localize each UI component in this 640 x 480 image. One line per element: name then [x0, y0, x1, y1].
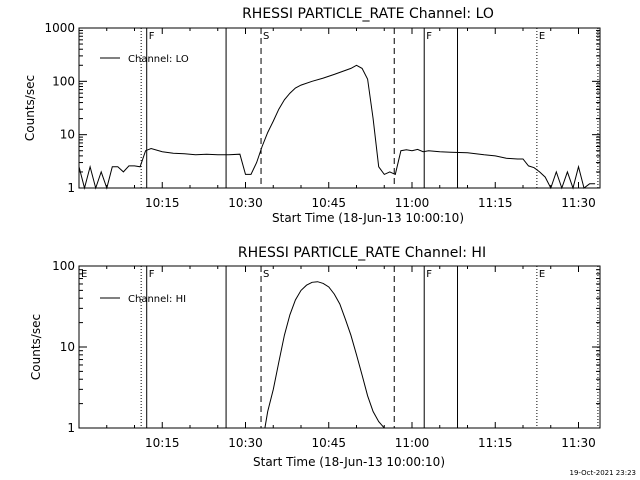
chart-title-lo: RHESSI PARTICLE_RATE Channel: LO [242, 6, 494, 22]
x-tick-label-lo-5: 11:30 [561, 196, 596, 210]
x-tick-label-hi-1: 10:30 [228, 436, 263, 450]
x-tick-label-lo-4: 11:15 [478, 196, 513, 210]
panel-hi: RHESSI PARTICLE_RATE Channel: HI Start T… [29, 245, 601, 469]
generation-timestamp: 19-Oct-2021 23:23 [570, 469, 636, 477]
x-axis-label-lo: Start Time (18-Jun-13 10:00:10) [272, 211, 464, 225]
marker-label-hi-8: E [539, 269, 545, 280]
marker-label-hi-0: E [81, 269, 87, 280]
legend-label-hi: Channel: HI [128, 294, 186, 305]
x-tick-label-hi-4: 11:15 [478, 436, 513, 450]
y-tick-label-hi-0: 1 [67, 421, 75, 435]
marker-label-lo-1: F [149, 31, 155, 42]
y-tick-label-lo-1: 10 [60, 128, 75, 142]
x-axis-label-hi: Start Time (18-Jun-13 10:00:10) [253, 455, 445, 469]
marker-label-hi-4: S [263, 269, 269, 280]
y-axis-label-lo: Counts/sec [23, 75, 37, 141]
x-tick-label-hi-0: 10:15 [145, 436, 180, 450]
y-tick-label-lo-0: 1 [67, 181, 75, 195]
y-tick-label-hi-1: 10 [60, 340, 75, 354]
marker-label-lo-7: E [539, 31, 545, 42]
marker-label-hi-6: F [426, 269, 432, 280]
marker-label-hi-2: F [149, 269, 155, 280]
marker-label-lo-3: S [263, 31, 269, 42]
y-axis-label-hi: Counts/sec [29, 314, 43, 380]
series-line-hi-0 [264, 281, 387, 429]
plot-frame-lo [78, 27, 601, 189]
y-tick-label-hi-2: 100 [52, 259, 75, 273]
x-tick-label-hi-2: 10:45 [311, 436, 346, 450]
marker-label-lo-5: F [426, 31, 432, 42]
x-tick-label-lo-3: 11:00 [395, 196, 430, 210]
plot-frame-hi [78, 265, 601, 429]
x-tick-label-hi-5: 11:30 [561, 436, 596, 450]
legend-label-lo: Channel: LO [128, 54, 189, 65]
x-tick-label-lo-1: 10:30 [228, 196, 263, 210]
x-tick-label-lo-0: 10:15 [145, 196, 180, 210]
chart-title-hi: RHESSI PARTICLE_RATE Channel: HI [238, 245, 486, 261]
y-tick-label-lo-3: 1000 [44, 21, 75, 35]
panel-lo: RHESSI PARTICLE_RATE Channel: LO Start T… [23, 6, 601, 225]
x-tick-label-hi-3: 11:00 [395, 436, 430, 450]
y-tick-label-lo-2: 100 [52, 74, 75, 88]
series-line-lo-0 [78, 64, 596, 190]
x-tick-label-lo-2: 10:45 [311, 196, 346, 210]
